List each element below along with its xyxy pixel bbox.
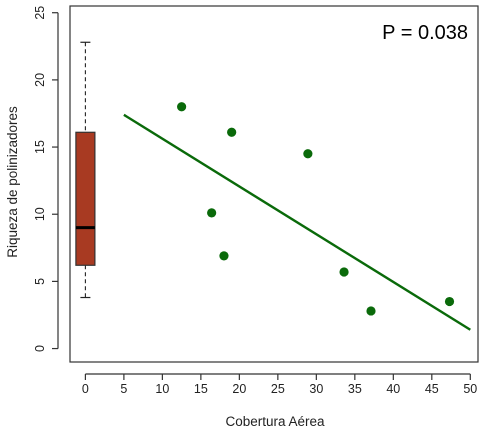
x-tick-label: 50 bbox=[463, 382, 477, 396]
y-tick-label: 20 bbox=[33, 73, 47, 87]
x-tick-label: 20 bbox=[232, 382, 246, 396]
x-tick-label: 45 bbox=[425, 382, 439, 396]
data-point bbox=[303, 149, 313, 159]
data-point bbox=[444, 296, 455, 307]
x-tick-label: 30 bbox=[309, 382, 323, 396]
x-tick-label: 5 bbox=[120, 382, 127, 396]
x-tick-label: 40 bbox=[386, 382, 400, 396]
x-tick-label: 35 bbox=[348, 382, 362, 396]
data-point bbox=[177, 102, 187, 112]
boxplot-box bbox=[75, 131, 96, 266]
regression-line bbox=[123, 113, 471, 331]
data-point bbox=[227, 127, 237, 137]
y-axis-title: Riqueza de polinizadores bbox=[5, 106, 20, 258]
plot-frame bbox=[69, 5, 479, 363]
y-tick-label: 5 bbox=[33, 278, 47, 285]
y-tick-label: 0 bbox=[33, 345, 47, 352]
p-value-annotation: P = 0.038 bbox=[382, 22, 468, 44]
data-point bbox=[366, 306, 376, 316]
data-point bbox=[219, 251, 229, 261]
x-tick-label: 10 bbox=[155, 382, 169, 396]
data-point bbox=[339, 267, 349, 277]
data-point bbox=[207, 208, 217, 218]
x-tick-label: 15 bbox=[194, 382, 208, 396]
y-tick-label: 25 bbox=[33, 6, 47, 20]
x-tick-label: 0 bbox=[82, 382, 89, 396]
y-tick-label: 10 bbox=[33, 207, 47, 221]
y-tick-label: 15 bbox=[33, 140, 47, 154]
x-tick-label: 25 bbox=[271, 382, 285, 396]
x-axis-title: Cobertura Aérea bbox=[225, 414, 325, 429]
